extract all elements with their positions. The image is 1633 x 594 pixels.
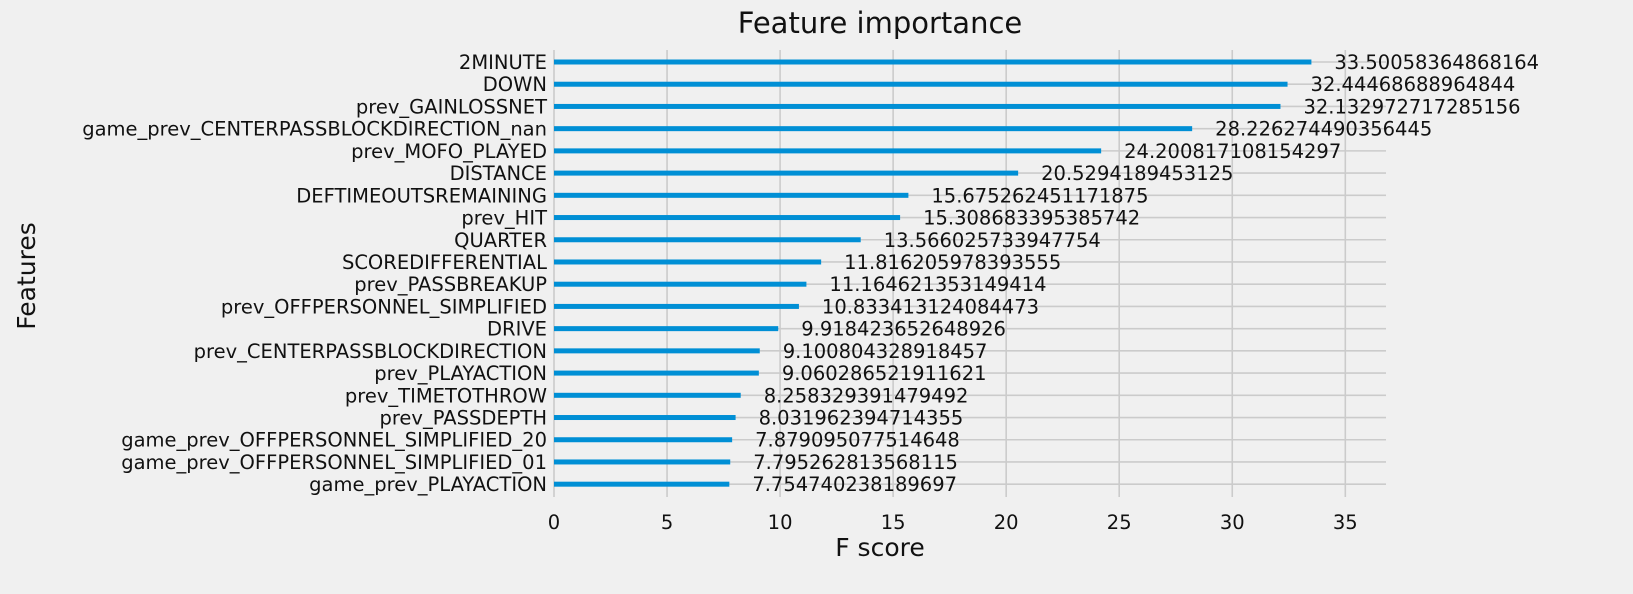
bar	[554, 81, 1288, 87]
bar-value-label: 24.200817108154297	[1124, 140, 1341, 163]
bar-value-label: 10.833413124084473	[822, 295, 1039, 318]
y-tick-label: SCOREDIFFERENTIAL	[342, 251, 547, 274]
x-tick-label: 15	[881, 511, 906, 534]
y-tick-label: prev_PLAYACTION	[374, 362, 547, 385]
x-tick-label: 10	[768, 511, 793, 534]
bar-value-label: 7.879095077514648	[755, 429, 960, 452]
bar	[554, 437, 733, 443]
bars	[554, 59, 1312, 487]
y-tick-label: game_prev_PLAYACTION	[309, 473, 547, 496]
y-tick-label: prev_PASSBREAKUP	[354, 273, 547, 296]
x-tick-label: 35	[1333, 511, 1358, 534]
bar	[554, 303, 799, 309]
bar	[554, 170, 1019, 176]
bar	[554, 370, 759, 376]
bar-value-label: 28.226274490356445	[1215, 118, 1432, 141]
bar	[554, 126, 1193, 132]
bar-value-label: 32.44468688964844	[1311, 73, 1516, 96]
y-tick-label: game_prev_OFFPERSONNEL_SIMPLIFIED_20	[121, 429, 547, 452]
y-tick-label: prev_CENTERPASSBLOCKDIRECTION	[194, 340, 547, 363]
x-tick-label: 5	[661, 511, 673, 534]
bar	[554, 326, 779, 332]
bar-value-label: 15.675262451171875	[931, 184, 1148, 207]
y-axis-title: Features	[12, 222, 41, 330]
bar-value-label: 20.5294189453125	[1041, 162, 1233, 185]
y-tick-labels: 2MINUTEDOWNprev_GAINLOSSNETgame_prev_CEN…	[82, 51, 547, 496]
bar	[554, 481, 730, 487]
bar-value-label: 7.754740238189697	[752, 473, 957, 496]
x-tick-label: 30	[1220, 511, 1245, 534]
x-axis-title: F score	[835, 533, 925, 562]
x-tick-label: 0	[548, 511, 560, 534]
bar-value-label: 9.918423652648926	[801, 318, 1006, 341]
y-tick-label: game_prev_OFFPERSONNEL_SIMPLIFIED_01	[121, 451, 547, 474]
bar	[554, 192, 909, 198]
y-tick-label: prev_GAINLOSSNET	[356, 95, 547, 118]
bar	[554, 348, 760, 354]
y-tick-label: prev_PASSDEPTH	[379, 407, 547, 430]
bar-value-label: 8.031962394714355	[759, 407, 964, 430]
value-labels: 33.5005836486816432.4446868896484432.132…	[752, 51, 1539, 496]
y-tick-label: game_prev_CENTERPASSBLOCKDIRECTION_nan	[82, 118, 547, 141]
y-tick-label: DEFTIMEOUTSREMAINING	[296, 184, 547, 207]
bar-value-label: 9.100804328918457	[783, 340, 988, 363]
y-tick-label: DISTANCE	[450, 162, 547, 185]
bar-value-label: 33.50058364868164	[1334, 51, 1539, 74]
bar-value-label: 11.816205978393555	[844, 251, 1061, 274]
bar	[554, 215, 901, 221]
y-tick-label: DRIVE	[487, 318, 547, 341]
bar	[554, 148, 1102, 154]
x-tick-label: 25	[1107, 511, 1132, 534]
x-tick-labels: 0 5 10 15 20 25 30 35	[548, 511, 1358, 534]
y-tick-label: DOWN	[483, 73, 547, 96]
bar-value-label: 7.795262813568115	[753, 451, 958, 474]
y-tick-label: prev_OFFPERSONNEL_SIMPLIFIED	[221, 295, 547, 318]
bar-value-label: 32.132972717285156	[1303, 95, 1520, 118]
bar	[554, 259, 822, 265]
bar-value-label: 11.164621353149414	[829, 273, 1046, 296]
y-tick-label: 2MINUTE	[459, 51, 547, 74]
y-tick-label: prev_HIT	[461, 207, 547, 230]
bar	[554, 281, 807, 287]
bar-value-label: 15.308683395385742	[923, 207, 1140, 230]
y-tick-label: prev_TIMETOTHROW	[345, 384, 547, 407]
bar	[554, 59, 1312, 65]
bar-value-label: 8.258329391479492	[764, 384, 969, 407]
y-tick-label: QUARTER	[454, 229, 547, 252]
bar-value-label: 13.566025733947754	[884, 229, 1101, 252]
y-tick-label: prev_MOFO_PLAYED	[351, 140, 547, 163]
x-tick-label: 20	[994, 511, 1019, 534]
bar	[554, 415, 736, 421]
bar	[554, 459, 731, 465]
bar	[554, 392, 741, 398]
bar	[554, 103, 1281, 109]
chart-title: Feature importance	[738, 6, 1023, 40]
bar	[554, 237, 861, 243]
bar-value-label: 9.060286521911621	[782, 362, 987, 385]
